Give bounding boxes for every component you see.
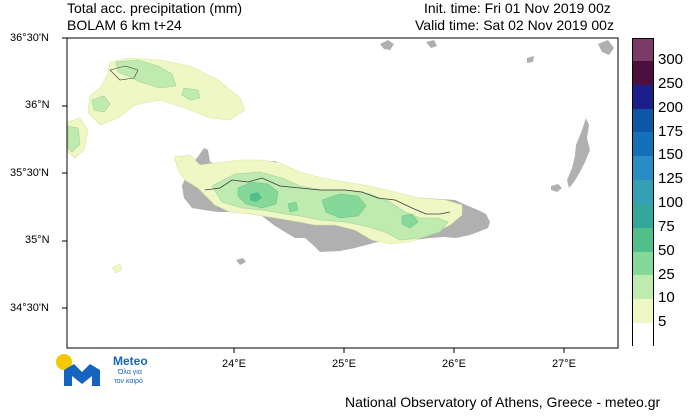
kasos-island bbox=[551, 184, 562, 192]
legend-swatch bbox=[633, 323, 653, 347]
astypalaia-island bbox=[527, 56, 534, 63]
legend-label: 200 bbox=[658, 98, 684, 116]
logo-tagline-1: Όλα για bbox=[118, 369, 142, 376]
legend-label: 5 bbox=[658, 313, 667, 331]
legend-top-swatch bbox=[633, 39, 653, 61]
legend-label: 150 bbox=[658, 146, 684, 164]
legend-label: 125 bbox=[658, 170, 684, 188]
rhodes-island-edge bbox=[598, 40, 614, 55]
anafi-island bbox=[426, 40, 437, 48]
lat-label-36-30: 36°30'N bbox=[10, 32, 49, 44]
lon-label-24: 24°E bbox=[222, 358, 246, 370]
legend-label: 75 bbox=[658, 217, 675, 235]
lon-label-27: 27°E bbox=[552, 358, 576, 370]
lat-label-36: 36°N bbox=[25, 99, 50, 111]
init-time: Init. time: Fri 01 Nov 2019 00z bbox=[424, 0, 611, 16]
product-title: Total acc. precipitation (mm) bbox=[67, 0, 243, 16]
logo-icon bbox=[56, 354, 100, 386]
footer-credit: National Observatory of Athens, Greece -… bbox=[345, 394, 661, 410]
meteo-logo: Meteo Όλα για τον καιρό bbox=[56, 352, 156, 392]
logo-brand: Meteo bbox=[113, 354, 148, 368]
legend-swatch bbox=[633, 299, 653, 324]
lat-label-35-30: 35°30'N bbox=[10, 167, 49, 179]
lon-label-25: 25°E bbox=[332, 358, 356, 370]
lat-label-34-30: 34°30'N bbox=[10, 302, 49, 314]
legend-label: 10 bbox=[658, 289, 675, 307]
legend-swatch bbox=[633, 180, 653, 204]
valid-time: Valid time: Sat 02 Nov 2019 00z bbox=[415, 17, 614, 33]
legend-label: 25 bbox=[658, 265, 675, 283]
lon-label-26: 26°E bbox=[442, 358, 466, 370]
legend-label: 300 bbox=[658, 51, 684, 68]
legend-swatch bbox=[633, 108, 653, 133]
santorini-island bbox=[380, 40, 394, 50]
legend-swatch bbox=[633, 61, 653, 85]
legend-swatch bbox=[633, 84, 653, 109]
karpathos-island bbox=[567, 118, 590, 188]
legend-swatch bbox=[633, 132, 653, 157]
legend-label: 50 bbox=[658, 241, 675, 259]
gavdos-island bbox=[236, 258, 246, 265]
legend-swatch bbox=[633, 251, 653, 276]
logo-tagline-2: τον καιρό bbox=[114, 378, 143, 385]
legend-label: 175 bbox=[658, 122, 684, 140]
precip-legend bbox=[632, 38, 654, 347]
lat-label-35: 35°N bbox=[25, 234, 50, 246]
legend-label: 250 bbox=[658, 74, 684, 92]
legend-swatch bbox=[633, 203, 653, 228]
legend-swatch bbox=[633, 275, 653, 300]
model-run-label: BOLAM 6 km t+24 bbox=[67, 17, 182, 33]
legend-label: 100 bbox=[658, 194, 684, 211]
legend-swatch bbox=[633, 156, 653, 181]
legend-swatch bbox=[633, 227, 653, 252]
